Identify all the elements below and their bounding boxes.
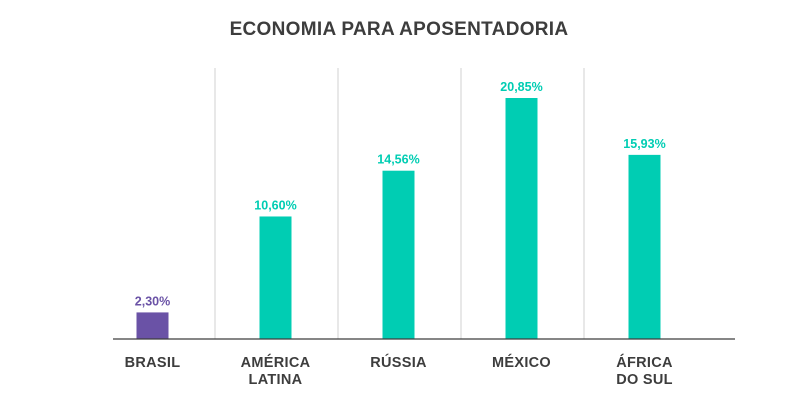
x-tick-label: RÚSSIA [370,353,427,371]
separators [214,68,585,339]
data-label: 20,85% [500,80,542,94]
data-label: 14,56% [377,153,419,167]
x-tick-label: DO SUL [616,372,673,388]
x-tick-label: ÁFRICA [616,354,673,371]
data-label: 2,30% [135,294,170,308]
x-tick-label: AMÉRICA [241,354,311,371]
x-tick-label: MÉXICO [492,354,551,371]
bar [505,98,538,339]
bar [136,312,169,339]
bar [259,216,292,339]
bars [136,98,661,339]
data-label: 15,93% [623,137,665,151]
x-tick-label: BRASIL [125,355,181,371]
chart-title: ECONOMIA PARA APOSENTADORIA [230,19,569,40]
bar [628,154,661,339]
bar [382,170,415,339]
x-tick-label: LATINA [249,372,303,388]
data-label: 10,60% [254,198,296,212]
value-labels: 2,30% 10,60% 14,56% 20,85% 15,93% [135,80,666,308]
